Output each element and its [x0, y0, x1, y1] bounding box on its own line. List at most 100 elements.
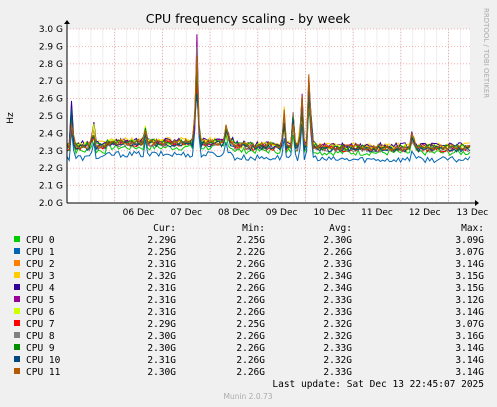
- legend: Cur: Min: Avg: Max: CPU 0 2.29G 2.25G 2.30G 3.09…: [14, 223, 484, 378]
- legend-value: 3.07G: [455, 319, 484, 330]
- legend-value: 2.26G: [236, 343, 265, 354]
- legend-value: 2.33G: [323, 307, 352, 318]
- legend-series-name: CPU 8: [26, 331, 55, 342]
- legend-value: 2.26G: [236, 295, 265, 306]
- legend-value: 2.26G: [236, 259, 265, 270]
- legend-value: 2.25G: [236, 235, 265, 246]
- footer-version: Munin 2.0.73: [223, 392, 272, 401]
- x-tick-label: 11 Dec: [361, 208, 393, 218]
- legend-value: 3.12G: [455, 295, 484, 306]
- x-tick-label: 10 Dec: [313, 208, 345, 218]
- legend-value: 2.30G: [323, 235, 352, 246]
- legend-header: Min:: [242, 223, 265, 234]
- legend-value: 2.26G: [323, 247, 352, 258]
- legend-value: 2.32G: [323, 319, 352, 330]
- legend-value: 2.31G: [147, 259, 176, 270]
- y-axis-label: Hz: [6, 112, 16, 124]
- legend-swatch: [14, 356, 20, 362]
- chart-title: CPU frequency scaling - by week: [146, 11, 351, 26]
- legend-value: 2.33G: [323, 295, 352, 306]
- y-tick-label: 2.9 G: [39, 42, 63, 52]
- legend-series-name: CPU 6: [26, 307, 55, 318]
- legend-value: 2.26G: [236, 271, 265, 282]
- legend-series-name: CPU 9: [26, 343, 55, 354]
- legend-series-name: CPU 2: [26, 259, 55, 270]
- legend-series-name: CPU 4: [26, 283, 55, 294]
- y-tick-label: 2.6 G: [39, 95, 63, 105]
- legend-value: 2.31G: [147, 355, 176, 366]
- legend-swatch: [14, 296, 20, 302]
- y-tick-label: 2.2 G: [39, 164, 63, 174]
- legend-value: 2.29G: [147, 319, 176, 330]
- series-line-cpu-1: [66, 79, 471, 164]
- legend-swatch: [14, 260, 20, 266]
- legend-series-name: CPU 5: [26, 295, 55, 306]
- legend-value: 2.30G: [147, 331, 176, 342]
- x-tick-label: 12 Dec: [409, 208, 441, 218]
- legend-value: 2.25G: [236, 319, 265, 330]
- legend-swatch: [14, 332, 20, 338]
- legend-value: 3.14G: [455, 367, 484, 378]
- legend-header: Avg:: [329, 223, 352, 234]
- last-update: Last update: Sat Dec 13 22:45:07 2025: [272, 379, 484, 390]
- legend-swatch: [14, 368, 20, 374]
- y-tick-label: 2.3 G: [39, 147, 63, 157]
- x-tick-label: 09 Dec: [266, 208, 298, 218]
- legend-value: 2.26G: [236, 367, 265, 378]
- legend-series-name: CPU 1: [26, 247, 55, 258]
- legend-value: 2.26G: [236, 283, 265, 294]
- side-label: RRDTOOL / TOBI OETIKER: [482, 8, 490, 98]
- legend-value: 2.31G: [147, 283, 176, 294]
- legend-header: Cur:: [153, 223, 176, 234]
- y-axis-arrow: [64, 20, 70, 24]
- legend-swatch: [14, 320, 20, 326]
- legend-value: 2.30G: [147, 367, 176, 378]
- legend-swatch: [14, 344, 20, 350]
- legend-value: 3.15G: [455, 283, 484, 294]
- legend-value: 2.29G: [147, 235, 176, 246]
- legend-value: 2.32G: [323, 355, 352, 366]
- series-line-cpu-11: [66, 55, 471, 152]
- axes: 2.0 G 2.1 G 2.2 G 2.3 G 2.4 G 2.5 G 2.6 G 2.7 G…: [39, 20, 488, 218]
- legend-value: 3.14G: [455, 259, 484, 270]
- y-tick-label: 3.0 G: [39, 25, 63, 35]
- y-tick-label: 2.4 G: [39, 129, 63, 139]
- legend-value: 2.22G: [236, 247, 265, 258]
- legend-swatch: [14, 248, 20, 254]
- series-line-cpu-7: [66, 84, 471, 153]
- x-tick-label: 13 Dec: [457, 208, 489, 218]
- legend-swatch: [14, 284, 20, 290]
- legend-value: 2.31G: [147, 307, 176, 318]
- legend-value: 2.26G: [236, 331, 265, 342]
- legend-series-name: CPU 0: [26, 235, 55, 246]
- legend-value: 2.32G: [323, 331, 352, 342]
- x-tick-label: 08 Dec: [218, 208, 250, 218]
- legend-value: 2.34G: [323, 283, 352, 294]
- y-tick-label: 2.8 G: [39, 60, 63, 70]
- grid: [66, 28, 470, 204]
- legend-value: 2.32G: [147, 271, 176, 282]
- legend-series-name: CPU 11: [26, 367, 61, 378]
- legend-value: 2.33G: [323, 259, 352, 270]
- x-tick-label: 07 Dec: [170, 208, 202, 218]
- legend-value: 3.14G: [455, 343, 484, 354]
- legend-series-name: CPU 7: [26, 319, 55, 330]
- legend-value: 2.33G: [323, 367, 352, 378]
- legend-header: Max:: [461, 223, 484, 234]
- legend-value: 2.26G: [236, 307, 265, 318]
- legend-value: 2.33G: [323, 343, 352, 354]
- series-line-cpu-4: [66, 68, 471, 150]
- legend-series-name: CPU 10: [26, 355, 61, 366]
- legend-series-name: CPU 3: [26, 271, 55, 282]
- legend-value: 2.30G: [147, 343, 176, 354]
- y-tick-label: 2.1 G: [39, 182, 63, 192]
- x-axis-arrow: [475, 200, 479, 206]
- legend-value: 2.26G: [236, 355, 265, 366]
- legend-value: 2.34G: [323, 271, 352, 282]
- legend-value: 3.15G: [455, 271, 484, 282]
- y-tick-label: 2.7 G: [39, 77, 63, 87]
- legend-value: 3.16G: [455, 331, 484, 342]
- legend-value: 3.09G: [455, 235, 484, 246]
- legend-value: 3.14G: [455, 307, 484, 318]
